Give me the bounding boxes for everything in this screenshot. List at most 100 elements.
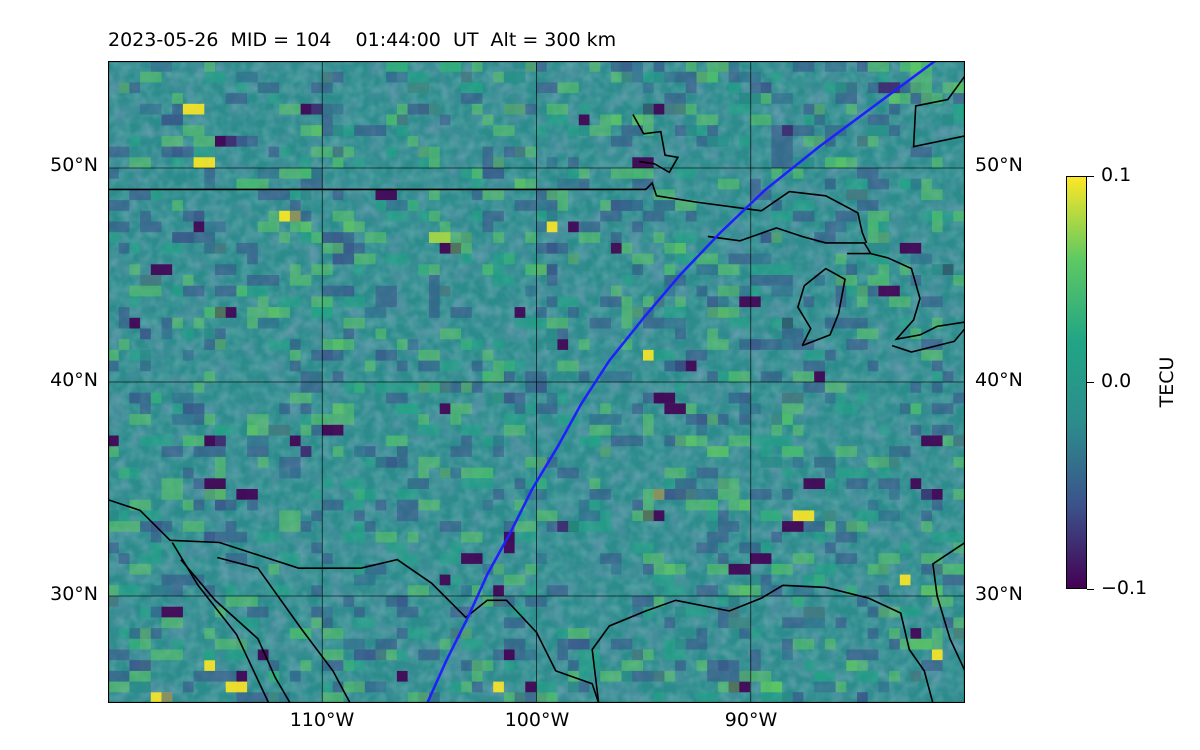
tec-cell	[236, 489, 258, 500]
tec-cell	[129, 392, 151, 404]
tec-cell	[108, 221, 130, 233]
tec-cell	[418, 146, 440, 158]
tec-cell	[557, 200, 569, 211]
tec-cell	[803, 638, 815, 650]
tec-cell	[375, 349, 397, 361]
lon-tick-90w: 90°W	[724, 709, 778, 731]
tec-cell	[471, 467, 494, 479]
tec-cell	[739, 585, 761, 596]
tec-cell	[739, 628, 750, 639]
tec-cell	[942, 563, 964, 575]
tec-cell	[354, 446, 376, 457]
tec-cell	[407, 82, 429, 94]
tec-cell	[418, 499, 440, 511]
tec-cell	[172, 403, 194, 415]
tec-cell	[878, 285, 900, 297]
tec-cell	[910, 82, 932, 94]
tec-cell	[150, 392, 162, 404]
tec-cell	[204, 478, 226, 489]
tec-cell	[322, 71, 344, 83]
tec-cell	[568, 168, 579, 179]
tec-cell	[493, 339, 504, 350]
tec-cell	[289, 221, 312, 233]
tec-cell	[664, 264, 676, 275]
tec-cell	[931, 317, 943, 329]
tec-cell	[150, 553, 162, 564]
tec-cell	[857, 392, 868, 404]
tec-cell	[396, 125, 408, 136]
tec-cell	[225, 596, 237, 607]
lat-tick-right-40: 40°N	[975, 369, 1023, 391]
tec-cell	[279, 189, 290, 201]
tec-cell	[215, 285, 237, 297]
tec-cell	[386, 146, 397, 158]
tec-cell	[568, 221, 579, 233]
tec-cell	[364, 307, 387, 318]
tec-cell	[257, 275, 280, 286]
tec-cell	[931, 499, 943, 511]
tec-cell	[215, 456, 226, 468]
tec-cell	[867, 499, 879, 511]
tec-cell	[792, 553, 815, 564]
graticule	[108, 61, 965, 703]
tec-cell	[578, 660, 601, 671]
tec-cell	[600, 296, 622, 308]
tec-cell	[525, 264, 547, 275]
tec-cell	[664, 317, 686, 329]
tec-cell	[193, 446, 215, 457]
tec-map[interactable]	[108, 61, 965, 703]
tec-cell	[760, 585, 772, 596]
tec-cell	[568, 670, 579, 682]
tec-cell	[931, 210, 943, 222]
tec-cell	[717, 660, 740, 671]
tec-cell	[493, 232, 504, 243]
tec-cell	[482, 189, 504, 201]
tec-cell	[375, 200, 387, 211]
tec-cell	[182, 125, 205, 136]
tec-cell	[311, 542, 322, 554]
tec-cell	[375, 125, 387, 136]
tec-cell	[193, 499, 205, 511]
tec-cell	[771, 424, 783, 436]
tec-cell	[557, 392, 569, 404]
tec-cell	[182, 328, 194, 340]
tec-cell	[503, 414, 526, 425]
tec-cell	[921, 510, 932, 522]
tec-cell	[632, 403, 643, 415]
tec-cell	[215, 638, 226, 650]
tec-cell	[814, 371, 825, 382]
tec-cell	[289, 435, 301, 447]
tec-cell	[375, 531, 397, 543]
tec-cell	[108, 435, 119, 447]
tec-cell	[279, 456, 301, 468]
tec-cell	[525, 563, 536, 575]
tec-cell	[482, 349, 494, 361]
tec-cell	[803, 606, 825, 618]
tec-cell	[461, 93, 483, 104]
tec-cell	[771, 414, 783, 425]
tec-cell	[332, 403, 355, 415]
tec-cell	[771, 585, 783, 596]
tec-cell	[717, 178, 740, 190]
tec-cell	[857, 510, 879, 522]
tec-cell	[482, 478, 494, 489]
tec-cell	[247, 424, 258, 436]
tec-cell	[204, 489, 226, 500]
tec-cell	[696, 660, 708, 671]
tec-cell	[150, 606, 162, 618]
tec-cell	[707, 446, 718, 457]
tec-cell	[354, 574, 376, 586]
tec-cell	[589, 125, 611, 136]
tec-cell	[514, 649, 526, 661]
tec-cell	[782, 521, 804, 532]
tec-cell	[450, 307, 472, 318]
tec-cell	[300, 371, 322, 382]
tec-cell	[108, 510, 130, 522]
tec-cell	[664, 617, 676, 629]
tec-cell	[696, 285, 708, 297]
tec-cell	[685, 61, 697, 72]
tec-cell	[610, 114, 622, 126]
tec-cell	[536, 681, 558, 693]
map-panel[interactable]	[108, 61, 965, 703]
tec-cell	[889, 489, 900, 500]
